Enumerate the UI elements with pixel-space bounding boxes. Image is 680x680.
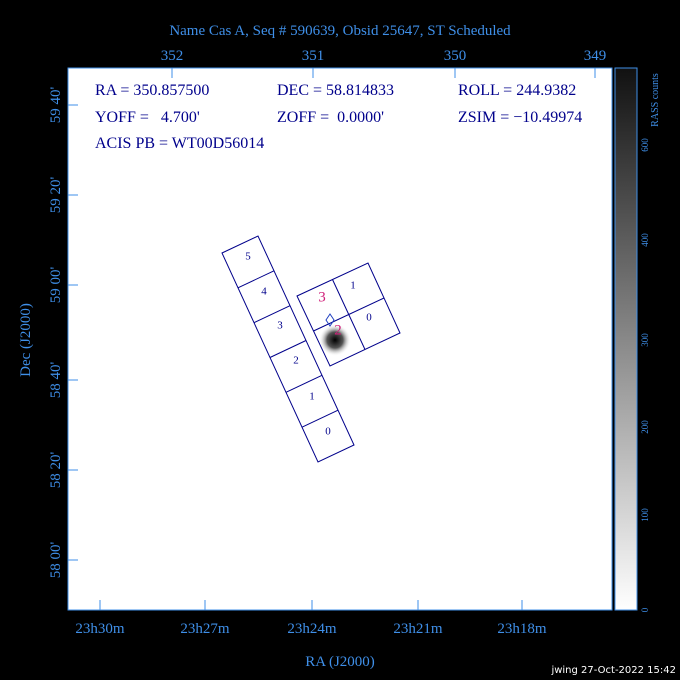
chip-label: 5 — [245, 251, 251, 263]
colorbar-label: 400 — [640, 233, 650, 247]
chip-label: 3 — [277, 320, 283, 332]
info-zsim: ZSIM = −10.49974 — [458, 109, 582, 126]
acis-i-divider — [313, 297, 385, 332]
acis-s-array — [221, 235, 355, 463]
info-roll: ROLL = 244.9382 — [458, 82, 576, 99]
left-axis-title: Dec (J2000) — [18, 303, 34, 377]
left-tick-label: 58 00' — [48, 541, 64, 578]
left-tick-label: 59 00' — [48, 266, 64, 303]
top-tick-label: 352 — [161, 48, 184, 64]
colorbar — [614, 67, 638, 611]
bottom-tick-label: 23h18m — [497, 621, 547, 637]
footer: jwing 27-Oct-2022 15:42 — [550, 665, 676, 676]
ticks — [68, 68, 596, 610]
info-acis: ACIS PB = WT00D56014 — [95, 135, 264, 152]
info-dec: DEC = 58.814833 — [277, 82, 394, 99]
colorbar-label: 200 — [640, 420, 650, 434]
bottom-tick-label: 23h24m — [287, 621, 337, 637]
bottom-tick-label: 23h21m — [393, 621, 443, 637]
bottom-tick-label: 23h30m — [75, 621, 125, 637]
colorbar-label: 0 — [640, 607, 650, 612]
chip-label: 3 — [318, 289, 326, 305]
acis-s-dividers — [237, 270, 339, 428]
colorbar-label: 300 — [640, 333, 650, 347]
source — [319, 324, 351, 356]
colorbar-label: 600 — [640, 138, 650, 152]
chip-label: 2 — [334, 322, 342, 338]
colorbar-title: RASS counts — [650, 73, 661, 127]
top-tick-label: 349 — [584, 48, 607, 64]
left-tick-label: 59 20' — [48, 176, 64, 213]
top-tick-label: 350 — [444, 48, 467, 64]
top-tick-label: 351 — [302, 48, 325, 64]
left-tick-label: 58 40' — [48, 361, 64, 398]
info-yoff: YOFF = 4.700' — [95, 109, 200, 126]
acis-i-array — [296, 262, 401, 367]
title: Name Cas A, Seq # 590639, Obsid 25647, S… — [169, 23, 511, 39]
left-tick-label: 58 20' — [48, 451, 64, 488]
chip-label: 4 — [261, 286, 267, 298]
left-tick-label: 59 40' — [48, 86, 64, 123]
chip-label: 1 — [309, 391, 315, 403]
bottom-axis-title: RA (J2000) — [305, 654, 375, 670]
chip-label: 2 — [293, 355, 299, 367]
info-ra: RA = 350.857500 — [95, 82, 209, 99]
chip-label: 1 — [350, 280, 356, 292]
info-zoff: ZOFF = 0.0000' — [277, 109, 384, 126]
bottom-tick-label: 23h27m — [180, 621, 230, 637]
chip-label: 0 — [366, 312, 372, 324]
chip-label: 0 — [325, 426, 331, 438]
aimpoint — [325, 313, 335, 327]
colorbar-label: 100 — [640, 508, 650, 522]
